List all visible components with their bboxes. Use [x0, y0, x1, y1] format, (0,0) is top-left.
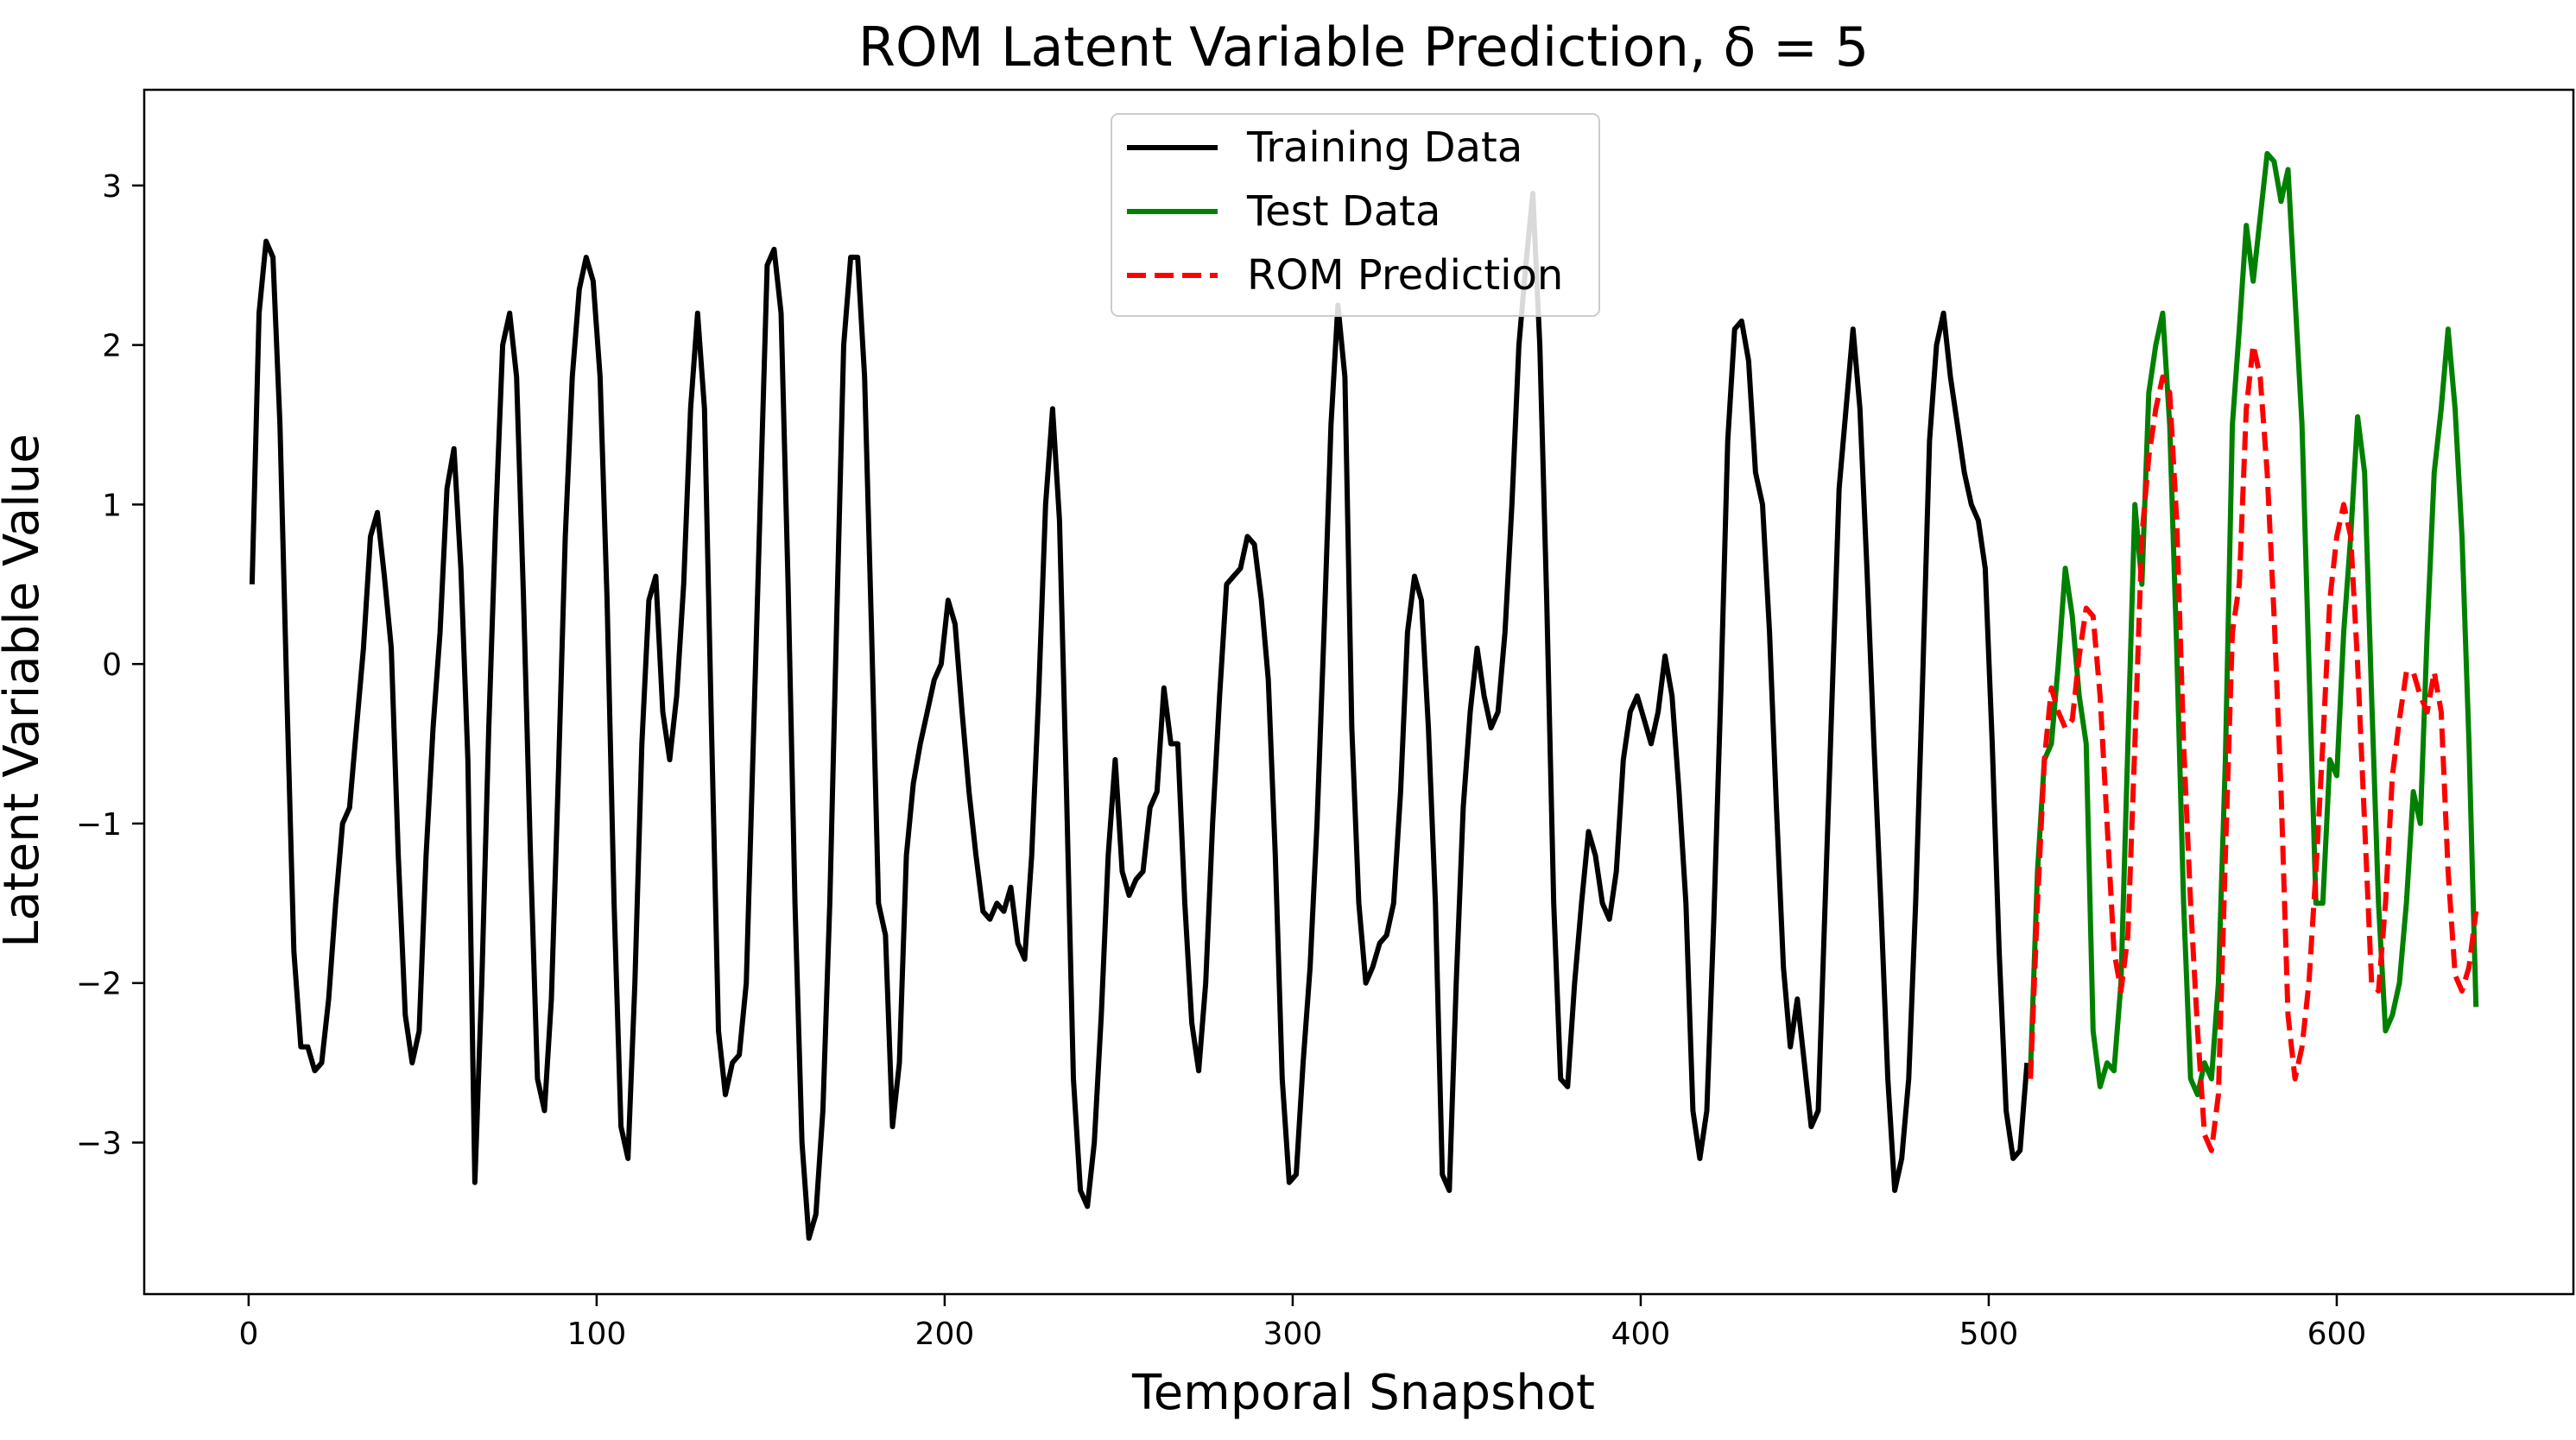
legend-label-rom: ROM Prediction: [1247, 251, 1563, 300]
legend-box: [1111, 113, 1600, 317]
legend-label-test: Test Data: [1246, 187, 1440, 236]
plot-frame: [142, 88, 2575, 1296]
legend-label-training: Training Data: [1246, 123, 1522, 172]
y-tick-label: −1: [76, 807, 122, 843]
axis-ticks: 0 100 200 300 400 500 600 −3 −2 −1 0 1 2 3: [76, 169, 2366, 1352]
x-tick-label: 200: [915, 1317, 975, 1352]
x-tick-label: 400: [1611, 1317, 1671, 1352]
x-axis-label: Temporal Snapshot: [1131, 1365, 1595, 1421]
chart-title: ROM Latent Variable Prediction, δ = 5: [858, 16, 1869, 79]
x-tick-label: 100: [567, 1317, 627, 1352]
legend: Training Data Test Data ROM Prediction: [1111, 113, 1600, 317]
y-tick-label: −3: [76, 1126, 122, 1161]
x-tick-label: 500: [1959, 1317, 2019, 1352]
y-tick-label: 2: [102, 329, 122, 364]
x-tick-label: 300: [1263, 1317, 1323, 1352]
y-tick-label: 0: [102, 647, 122, 683]
x-tick-label: 0: [238, 1317, 258, 1352]
y-tick-label: 1: [102, 488, 122, 523]
plot-series: [249, 150, 2479, 1241]
x-tick-label: 600: [2307, 1317, 2367, 1352]
series-line-rom-prediction: [2028, 342, 2479, 1153]
series-line-training-data: [249, 191, 2030, 1241]
y-axis-label: Latent Variable Value: [0, 433, 50, 948]
series-line-test-data: [2028, 150, 2479, 1097]
y-tick-label: −2: [76, 967, 122, 1002]
y-tick-label: 3: [102, 169, 122, 205]
